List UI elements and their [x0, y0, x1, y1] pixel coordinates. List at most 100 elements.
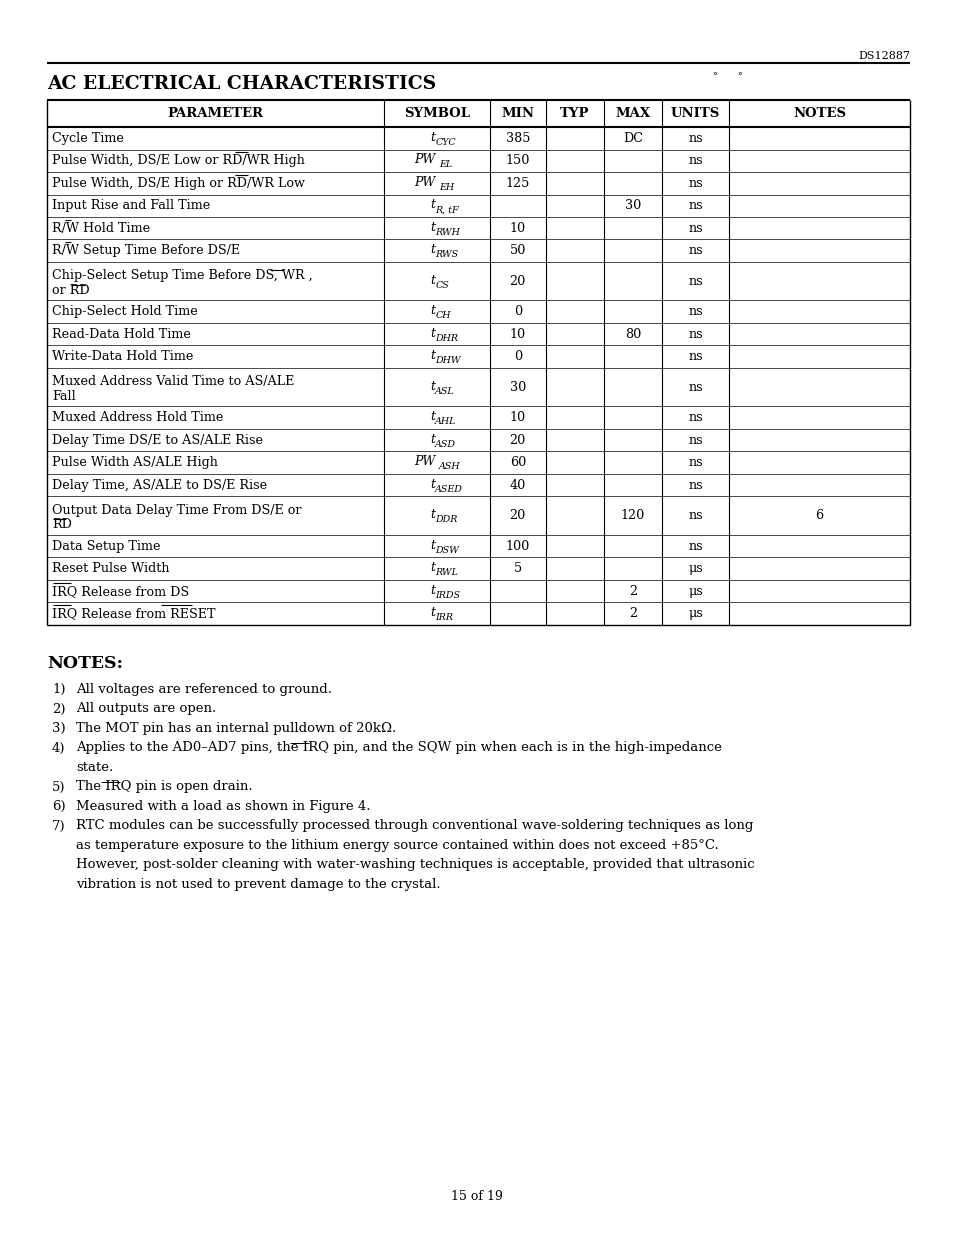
Text: AHL: AHL [435, 417, 456, 426]
Text: R, tF: R, tF [435, 205, 458, 215]
Text: ns: ns [687, 327, 702, 341]
Text: 5: 5 [513, 562, 521, 576]
Text: μs: μs [687, 562, 702, 576]
Text: EH: EH [438, 183, 454, 191]
Text: UNITS: UNITS [670, 107, 720, 120]
Text: 30: 30 [624, 199, 640, 212]
Text: ns: ns [687, 456, 702, 469]
Text: t: t [430, 199, 436, 211]
Text: 20: 20 [509, 433, 525, 447]
Text: t: t [430, 584, 436, 597]
Text: 10: 10 [509, 222, 525, 235]
Text: or RD: or RD [52, 284, 90, 296]
Text: as temperature exposure to the lithium energy source contained within does not e: as temperature exposure to the lithium e… [76, 839, 718, 852]
Text: ns: ns [687, 305, 702, 319]
Text: 60: 60 [509, 456, 525, 469]
Text: Chip-Select Hold Time: Chip-Select Hold Time [52, 305, 198, 319]
Text: 80: 80 [624, 327, 640, 341]
Text: PW: PW [414, 456, 436, 468]
Text: t: t [430, 379, 436, 393]
Text: 100: 100 [505, 540, 529, 553]
Text: 0: 0 [513, 351, 521, 363]
Text: Input Rise and Fall Time: Input Rise and Fall Time [52, 199, 211, 212]
Text: ns: ns [687, 540, 702, 553]
Text: EL: EL [438, 161, 452, 169]
Text: ASD: ASD [435, 440, 456, 450]
Text: Cycle Time: Cycle Time [52, 132, 124, 144]
Text: state.: state. [76, 761, 113, 774]
Text: Fall: Fall [52, 390, 76, 403]
Text: t: t [430, 350, 436, 362]
Text: t: t [430, 561, 436, 574]
Text: t: t [430, 221, 436, 233]
Text: RD: RD [52, 519, 72, 531]
Text: 3): 3) [52, 722, 66, 735]
Text: 30: 30 [509, 380, 525, 394]
Text: μs: μs [687, 584, 702, 598]
Text: RWL: RWL [435, 568, 457, 578]
Text: RTC modules can be successfully processed through conventional wave-soldering te: RTC modules can be successfully processe… [76, 820, 753, 832]
Text: CH: CH [435, 311, 450, 320]
Text: Data Setup Time: Data Setup Time [52, 540, 161, 553]
Text: t: t [430, 327, 436, 340]
Text: Pulse Width AS/ALE High: Pulse Width AS/ALE High [52, 456, 218, 469]
Text: t: t [430, 432, 436, 446]
Text: t: t [430, 606, 436, 619]
Text: 10: 10 [509, 327, 525, 341]
Text: MAX: MAX [615, 107, 650, 120]
Text: t: t [430, 538, 436, 552]
Text: ns: ns [687, 245, 702, 257]
Text: PW: PW [414, 153, 436, 167]
Text: DDR: DDR [435, 515, 457, 525]
Text: 2: 2 [628, 608, 637, 620]
Text: PARAMETER: PARAMETER [167, 107, 263, 120]
Text: 385: 385 [505, 132, 530, 144]
Text: 150: 150 [505, 154, 530, 167]
Text: NOTES: NOTES [792, 107, 845, 120]
Text: 5): 5) [52, 781, 66, 794]
Text: °: ° [711, 72, 716, 82]
Text: Delay Time DS/E to AS/ALE Rise: Delay Time DS/E to AS/ALE Rise [52, 433, 263, 447]
Text: All voltages are referenced to ground.: All voltages are referenced to ground. [76, 683, 332, 697]
Text: ns: ns [687, 132, 702, 144]
Text: vibration is not used to prevent damage to the crystal.: vibration is not used to prevent damage … [76, 878, 440, 890]
Text: 120: 120 [620, 509, 644, 522]
Text: All outputs are open.: All outputs are open. [76, 703, 216, 715]
Text: 15 of 19: 15 of 19 [451, 1191, 502, 1203]
Text: 20: 20 [509, 509, 525, 522]
Text: DHR: DHR [435, 333, 457, 343]
Text: ASED: ASED [435, 485, 462, 494]
Text: DSW: DSW [435, 546, 458, 555]
Text: However, post-solder cleaning with water-washing techniques is acceptable, provi: However, post-solder cleaning with water… [76, 858, 754, 872]
Text: DS12887: DS12887 [857, 51, 909, 61]
Text: Muxed Address Valid Time to AS/ALE: Muxed Address Valid Time to AS/ALE [52, 375, 294, 389]
Text: ns: ns [687, 274, 702, 288]
Text: R/W Setup Time Before DS/E: R/W Setup Time Before DS/E [52, 245, 240, 257]
Text: 20: 20 [509, 274, 525, 288]
Text: Chip-Select Setup Time Before DS, WR ,: Chip-Select Setup Time Before DS, WR , [52, 269, 313, 283]
Text: 6: 6 [815, 509, 822, 522]
Text: Muxed Address Hold Time: Muxed Address Hold Time [52, 411, 224, 425]
Text: CYC: CYC [435, 138, 456, 147]
Text: PW: PW [414, 175, 436, 189]
Text: DC: DC [622, 132, 642, 144]
Text: SYMBOL: SYMBOL [403, 107, 469, 120]
Text: 0: 0 [513, 305, 521, 319]
Text: 10: 10 [509, 411, 525, 425]
Text: Applies to the AD0–AD7 pins, the IRQ pin, and the SQW pin when each is in the hi: Applies to the AD0–AD7 pins, the IRQ pin… [76, 741, 721, 755]
Text: t: t [430, 243, 436, 256]
Text: °: ° [737, 72, 741, 82]
Text: The IRQ pin is open drain.: The IRQ pin is open drain. [76, 781, 253, 794]
Text: IRQ Release from RESET: IRQ Release from RESET [52, 608, 215, 620]
Text: 40: 40 [509, 479, 525, 492]
Text: AC ELECTRICAL CHARACTERISTICS: AC ELECTRICAL CHARACTERISTICS [47, 75, 436, 93]
Text: Read-Data Hold Time: Read-Data Hold Time [52, 327, 192, 341]
Text: ns: ns [687, 479, 702, 492]
Text: ns: ns [687, 222, 702, 235]
Text: Output Data Delay Time From DS/E or: Output Data Delay Time From DS/E or [52, 504, 302, 517]
Text: 2: 2 [628, 584, 637, 598]
Text: ns: ns [687, 433, 702, 447]
Text: ns: ns [687, 509, 702, 522]
Text: ns: ns [687, 199, 702, 212]
Text: 2): 2) [52, 703, 66, 715]
